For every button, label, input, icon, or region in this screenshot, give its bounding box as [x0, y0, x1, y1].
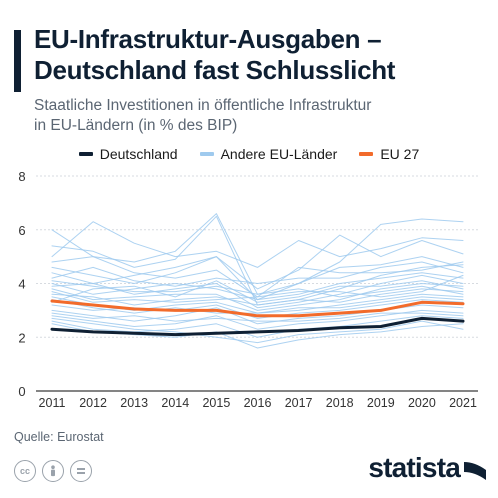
x-tick-label: 2012	[79, 396, 107, 410]
title-line-1: EU-Infrastruktur-Ausgaben –	[34, 24, 382, 54]
source-note: Quelle: Eurostat	[14, 430, 104, 444]
legend-swatch-deutschland	[78, 152, 93, 156]
legend-label-deutschland: Deutschland	[99, 146, 178, 162]
x-tick-label: 2015	[202, 396, 230, 410]
series-line-eu27	[50, 299, 465, 318]
series-line-andere	[51, 288, 464, 306]
x-tick-label: 2016	[244, 396, 272, 410]
legend-swatch-eu27	[359, 152, 374, 156]
series-line-andere	[51, 309, 464, 330]
series-line-andere	[51, 296, 464, 314]
x-tick-label: 2020	[408, 396, 436, 410]
series-line-andere	[51, 280, 464, 303]
y-tick-label: 8	[18, 169, 25, 184]
series-line-andere	[51, 315, 464, 338]
legend-label-andere: Andere EU-Länder	[220, 146, 338, 162]
series-line-andere	[51, 317, 464, 344]
series-line-deutschland	[50, 316, 465, 337]
y-tick-label: 2	[18, 330, 25, 345]
subtitle: Staatliche Investitionen in öffentliche …	[34, 96, 484, 136]
y-tick-label: 6	[18, 223, 25, 238]
series-line-andere	[51, 234, 464, 290]
legend-item-andere: Andere EU-Länder	[199, 146, 338, 162]
title-line-2: Deutschland fast Schlusslicht	[34, 55, 396, 85]
statista-logo-text[interactable]: statista	[368, 452, 460, 483]
y-tick-label: 4	[18, 277, 25, 292]
x-tick-label: 2018	[326, 396, 354, 410]
series-line-andere	[51, 283, 464, 311]
x-tick-label: 2019	[367, 396, 395, 410]
legend-swatch-andere	[199, 152, 214, 156]
series-line-andere	[51, 274, 464, 309]
x-tick-label: 2013	[120, 396, 148, 410]
x-tick-label: 2021	[449, 396, 477, 410]
person-icon[interactable]	[42, 460, 64, 482]
series-line-andere	[51, 261, 464, 287]
y-tick-label: 0	[18, 384, 25, 399]
chart-legend: Deutschland Andere EU-Länder EU 27	[0, 146, 498, 162]
equals-icon[interactable]	[70, 460, 92, 482]
series-line-andere	[51, 323, 464, 349]
license-icons[interactable]: cc	[14, 460, 92, 482]
series-line-andere	[51, 221, 464, 268]
title-accent-bar	[14, 30, 21, 92]
series-line-andere	[51, 256, 464, 298]
legend-item-deutschland: Deutschland	[78, 146, 178, 162]
x-tick-label: 2014	[161, 396, 189, 410]
subtitle-line-2: in EU-Ländern (in % des BIP)	[34, 117, 238, 134]
x-tick-label: 2011	[39, 396, 66, 410]
subtitle-line-1: Staatliche Investitionen in öffentliche …	[34, 97, 372, 114]
cc-icon[interactable]: cc	[14, 460, 36, 482]
series-line-andere	[51, 274, 464, 303]
series-line-andere	[51, 280, 464, 298]
page-title: EU-Infrastruktur-Ausgaben – Deutschland …	[34, 24, 484, 86]
legend-item-eu27: EU 27	[359, 146, 419, 162]
series-line-andere	[51, 213, 464, 295]
legend-label-eu27: EU 27	[380, 146, 420, 162]
x-tick-label: 2017	[285, 396, 313, 410]
series-line-andere	[51, 256, 464, 301]
statista-logo-icon[interactable]	[464, 460, 486, 482]
series-line-andere	[51, 312, 464, 322]
